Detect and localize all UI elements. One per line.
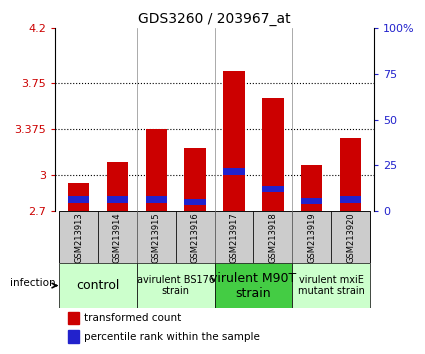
Bar	[262, 185, 283, 192]
Bar	[224, 71, 245, 211]
Bar	[331, 211, 370, 263]
Text: GSM213916: GSM213916	[191, 212, 200, 263]
Text: avirulent BS176
strain: avirulent BS176 strain	[137, 275, 215, 296]
Text: GSM213913: GSM213913	[74, 212, 83, 263]
Bar	[253, 211, 292, 263]
Bar	[146, 196, 167, 202]
Text: GSM213914: GSM213914	[113, 212, 122, 263]
Bar	[184, 199, 206, 205]
Bar	[68, 196, 89, 202]
Bar	[68, 331, 79, 343]
Bar	[301, 165, 323, 211]
Bar	[292, 211, 331, 263]
Bar	[262, 98, 283, 211]
Bar	[340, 138, 361, 211]
Text: GSM213915: GSM213915	[152, 212, 161, 263]
Bar	[68, 312, 79, 324]
Bar	[184, 148, 206, 211]
Bar	[224, 169, 245, 175]
Text: control: control	[76, 279, 120, 292]
Bar	[340, 196, 361, 202]
Text: infection: infection	[10, 278, 56, 288]
Text: GSM213917: GSM213917	[230, 212, 238, 263]
Text: GSM213919: GSM213919	[307, 212, 316, 263]
Text: transformed count: transformed count	[84, 313, 181, 323]
Bar	[301, 198, 323, 204]
Bar	[215, 263, 292, 308]
Bar	[59, 211, 98, 263]
Text: percentile rank within the sample: percentile rank within the sample	[84, 332, 260, 342]
Bar	[59, 263, 137, 308]
Bar	[176, 211, 215, 263]
Bar	[292, 263, 370, 308]
Bar	[137, 263, 215, 308]
Bar	[107, 162, 128, 211]
Bar	[146, 129, 167, 211]
Bar	[68, 183, 89, 211]
Bar	[137, 211, 176, 263]
Bar	[98, 211, 137, 263]
Text: virulent M90T
strain: virulent M90T strain	[210, 272, 297, 299]
Text: virulent mxiE
mutant strain: virulent mxiE mutant strain	[298, 275, 365, 296]
Text: GSM213920: GSM213920	[346, 212, 355, 263]
Text: GSM213918: GSM213918	[269, 212, 278, 263]
Bar	[215, 211, 253, 263]
Title: GDS3260 / 203967_at: GDS3260 / 203967_at	[138, 12, 291, 26]
Bar	[107, 196, 128, 202]
